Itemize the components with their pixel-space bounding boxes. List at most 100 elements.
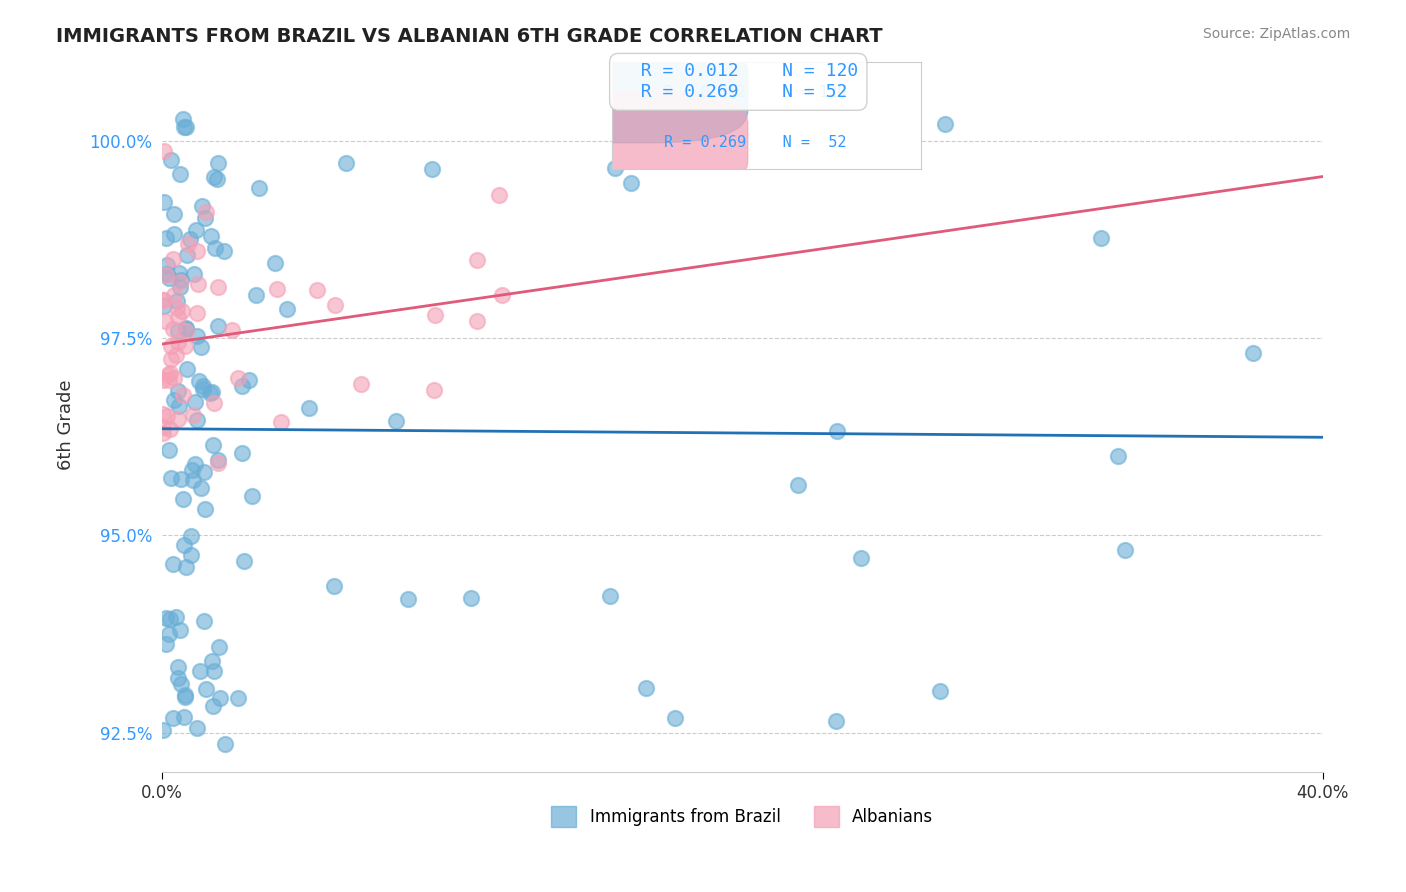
- Point: [176, 248, 198, 262]
- Point: [174, 321, 197, 335]
- Text: IMMIGRANTS FROM BRAZIL VS ALBANIAN 6TH GRADE CORRELATION CHART: IMMIGRANTS FROM BRAZIL VS ALBANIAN 6TH G…: [56, 27, 883, 45]
- Point: [202, 699, 225, 714]
- Point: [172, 304, 194, 318]
- Point: [184, 457, 207, 471]
- Point: [166, 660, 188, 674]
- Point: [156, 267, 179, 281]
- Point: [193, 614, 215, 628]
- Point: [157, 271, 180, 285]
- Text: R = 0.012    N = 120: R = 0.012 N = 120: [664, 85, 846, 100]
- Point: [177, 236, 200, 251]
- Point: [176, 560, 198, 574]
- Point: [159, 366, 181, 380]
- Point: [179, 232, 201, 246]
- Point: [194, 205, 217, 219]
- Point: [162, 252, 184, 266]
- Point: [207, 280, 229, 294]
- Point: [174, 690, 197, 704]
- Point: [263, 255, 285, 269]
- Point: [181, 463, 204, 477]
- Point: [156, 258, 179, 272]
- Point: [152, 723, 174, 737]
- Point: [152, 300, 174, 314]
- Point: [169, 279, 191, 293]
- Point: [202, 396, 225, 410]
- Point: [166, 411, 188, 425]
- Point: [194, 502, 217, 516]
- Point: [190, 340, 212, 354]
- Point: [664, 711, 686, 725]
- Point: [160, 153, 183, 167]
- Point: [174, 120, 197, 135]
- Point: [186, 328, 208, 343]
- Point: [465, 253, 488, 268]
- Point: [929, 683, 952, 698]
- Point: [155, 231, 177, 245]
- Point: [620, 176, 643, 190]
- Point: [167, 335, 190, 350]
- Point: [163, 288, 186, 302]
- Point: [636, 681, 658, 695]
- Point: [159, 422, 181, 436]
- Point: [152, 293, 174, 308]
- Point: [491, 288, 513, 302]
- Point: [226, 371, 249, 385]
- Point: [238, 373, 260, 387]
- Point: [205, 171, 228, 186]
- Point: [226, 691, 249, 706]
- Point: [162, 321, 184, 335]
- Point: [159, 471, 181, 485]
- Point: [1114, 543, 1136, 558]
- Point: [184, 222, 207, 236]
- Point: [170, 273, 193, 287]
- Point: [191, 382, 214, 396]
- Point: [160, 339, 183, 353]
- Point: [194, 682, 217, 697]
- Point: [181, 474, 204, 488]
- Point: [200, 654, 222, 668]
- Point: [169, 167, 191, 181]
- Point: [934, 117, 956, 131]
- Point: [153, 194, 176, 209]
- FancyBboxPatch shape: [524, 91, 748, 193]
- Point: [186, 721, 208, 735]
- Point: [174, 688, 197, 702]
- Text: R = 0.269    N =  52: R = 0.269 N = 52: [664, 136, 846, 150]
- Point: [423, 384, 446, 398]
- Point: [298, 401, 321, 415]
- Point: [174, 321, 197, 335]
- Point: [166, 610, 188, 624]
- Point: [322, 579, 344, 593]
- Point: [180, 548, 202, 562]
- Point: [245, 288, 267, 302]
- Point: [169, 624, 191, 638]
- Point: [190, 482, 212, 496]
- Point: [202, 437, 225, 451]
- Point: [172, 112, 194, 127]
- Point: [1107, 449, 1129, 463]
- Point: [187, 277, 209, 291]
- Point: [157, 442, 180, 457]
- Point: [155, 314, 177, 328]
- Point: [266, 281, 288, 295]
- Point: [191, 199, 214, 213]
- Point: [384, 414, 406, 428]
- Point: [167, 266, 190, 280]
- Point: [201, 384, 224, 399]
- Point: [242, 489, 264, 503]
- Point: [186, 244, 208, 259]
- Point: [166, 293, 188, 308]
- Point: [187, 374, 209, 388]
- Point: [152, 426, 174, 441]
- Point: [153, 144, 176, 158]
- Point: [155, 409, 177, 423]
- Point: [209, 691, 232, 706]
- Point: [169, 275, 191, 289]
- FancyBboxPatch shape: [524, 41, 748, 143]
- Point: [155, 268, 177, 282]
- Point: [825, 714, 848, 728]
- Point: [176, 362, 198, 376]
- Point: [396, 591, 419, 606]
- Point: [152, 293, 174, 307]
- Point: [173, 120, 195, 135]
